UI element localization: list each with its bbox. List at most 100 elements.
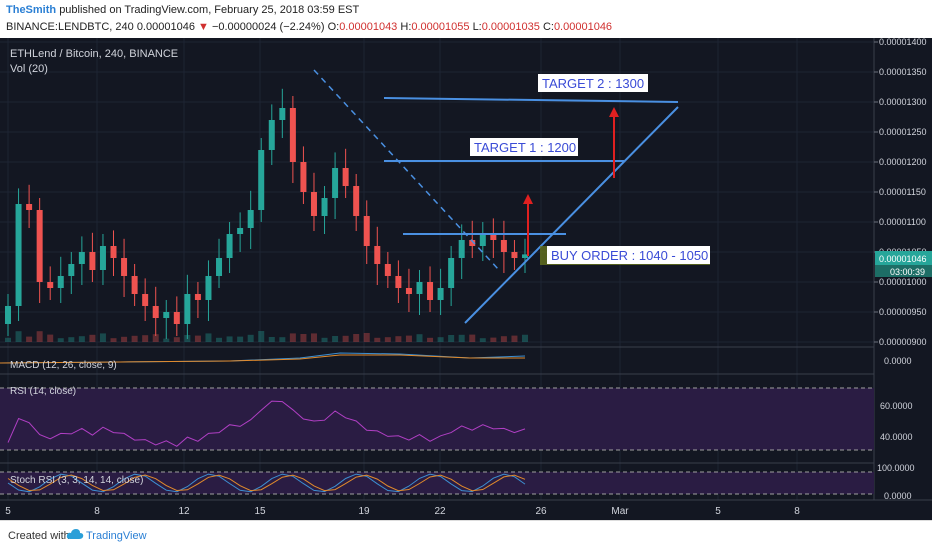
volume-bar (78, 336, 85, 342)
tradingview-brand[interactable]: TradingView (86, 530, 147, 542)
countdown-text: 03:00:39 (890, 267, 925, 277)
stoch-axis-tick: 0.0000 (884, 491, 912, 501)
price-tick-label: 0.00001400 (879, 38, 927, 47)
time-tick-label: 19 (358, 506, 370, 517)
volume-bar (131, 335, 138, 342)
volume-bar (163, 338, 170, 342)
candle-body (363, 216, 370, 246)
volume-bar (99, 333, 106, 342)
volume-bar (405, 335, 412, 342)
chart-title: ETHLend / Bitcoin, 240, BINANCE (10, 48, 178, 60)
candle-body (289, 108, 296, 162)
candle-body (416, 282, 423, 294)
up-arrow-icon (523, 194, 533, 204)
author-link[interactable]: TheSmith (6, 4, 57, 16)
volume-bar (522, 334, 528, 342)
volume-bar (226, 336, 233, 342)
candle-body (173, 312, 180, 324)
downtrend-line[interactable] (313, 69, 500, 271)
candle-body (374, 246, 381, 264)
volume-bar (342, 335, 349, 342)
rsi-axis-tick: 40.0000 (880, 432, 913, 442)
volume-bar (448, 335, 455, 342)
candle-body (47, 282, 54, 288)
candle-body (353, 186, 360, 216)
time-axis[interactable]: 5 8 12 15 19 22 26 Mar 5 8 (5, 506, 800, 517)
price-axis[interactable]: 0.00001400 0.00001350 0.00001300 0.00001250… (874, 38, 927, 347)
volume-bar (416, 334, 423, 342)
published-text: published on TradingView.com, February 2… (59, 4, 360, 16)
candle-body (458, 240, 465, 258)
candle-body (500, 240, 507, 252)
target1-label-box[interactable] (470, 138, 578, 156)
candle-body (448, 258, 455, 288)
candle-body (184, 294, 191, 324)
volume-bar (321, 337, 328, 342)
footer: Created with TradingView (0, 520, 932, 550)
price-change: −0.00000024 (−2.24%) (211, 21, 325, 33)
candle-body (15, 204, 22, 306)
candle-body (511, 252, 518, 258)
chart-svg[interactable]: TARGET 2 : 1300 TARGET 1 : 1200 BUY ORDE… (0, 38, 932, 520)
price-tick-label: 0.00001200 (879, 157, 927, 167)
candle-body (89, 252, 96, 270)
volume-bar (26, 336, 33, 342)
chart-area[interactable]: TARGET 2 : 1300 TARGET 1 : 1200 BUY ORDE… (0, 38, 932, 520)
candle-body (121, 258, 128, 276)
volume-bar (479, 338, 486, 342)
candle-body (247, 210, 254, 228)
volume-bar (427, 337, 434, 342)
candle-body (300, 162, 307, 192)
symbol-ohlc-line: BINANCE:LENDBTC, 240 0.00001046 ▼ −0.000… (6, 21, 612, 33)
countdown-badge (875, 265, 932, 277)
target2-label-box[interactable] (538, 74, 648, 92)
volume-bar (89, 334, 96, 342)
candle-body (342, 168, 349, 186)
target2-label: TARGET 2 : 1300 (542, 76, 644, 91)
volume-bar (258, 331, 265, 342)
stoch-pane (0, 471, 874, 495)
volume-bar (437, 337, 444, 342)
volume-bar (173, 337, 180, 342)
volume-label: Vol (20) (10, 63, 48, 75)
candle-body (321, 198, 328, 216)
volume-bar (216, 337, 223, 342)
volume-bar (36, 331, 43, 342)
buy-order-label-box[interactable] (547, 246, 710, 264)
candle-body (5, 306, 11, 324)
volume-bar (332, 336, 339, 342)
volume-bar (57, 338, 64, 342)
low-label: L: (472, 21, 482, 33)
candle-body (279, 108, 286, 120)
rsi-line (7, 400, 526, 447)
candle-body (268, 120, 275, 150)
volume-bar (458, 334, 465, 342)
time-tick-label: 8 (94, 506, 100, 517)
price-tick-label: 0.00000950 (879, 307, 927, 317)
candle-body (522, 254, 528, 258)
current-price-text: 0.00001046 (879, 254, 927, 264)
volume-bar (237, 336, 244, 342)
stoch-k-line (7, 473, 526, 493)
volume-bar (279, 337, 286, 342)
annotations[interactable]: TARGET 2 : 1300 TARGET 1 : 1200 BUY ORDE… (313, 69, 710, 324)
target2-line[interactable] (383, 97, 679, 103)
volume-bar (47, 334, 54, 342)
tradingview-cloud-icon (66, 529, 84, 539)
stoch-label: Stoch RSI (3, 3, 14, 14, close) (10, 475, 143, 486)
rsi-axis-tick: 60.0000 (880, 401, 913, 411)
volume-bar (490, 337, 497, 342)
time-tick-label: 22 (434, 506, 446, 517)
price-tick-label: 0.00001350 (879, 67, 927, 77)
candle-body (437, 288, 444, 300)
down-arrow-icon: ▼ (198, 21, 209, 33)
low-value: 0.00001035 (481, 21, 540, 33)
volume-bar (500, 336, 507, 342)
volume-bar (15, 331, 22, 342)
stoch-axis-tick: 100.0000 (877, 463, 915, 473)
time-tick-label: 8 (794, 506, 800, 517)
volume-bar (194, 335, 201, 342)
macd-axis-tick: 0.0000 (884, 356, 912, 366)
uptrend-line[interactable] (464, 106, 679, 324)
candle-body (68, 264, 75, 276)
